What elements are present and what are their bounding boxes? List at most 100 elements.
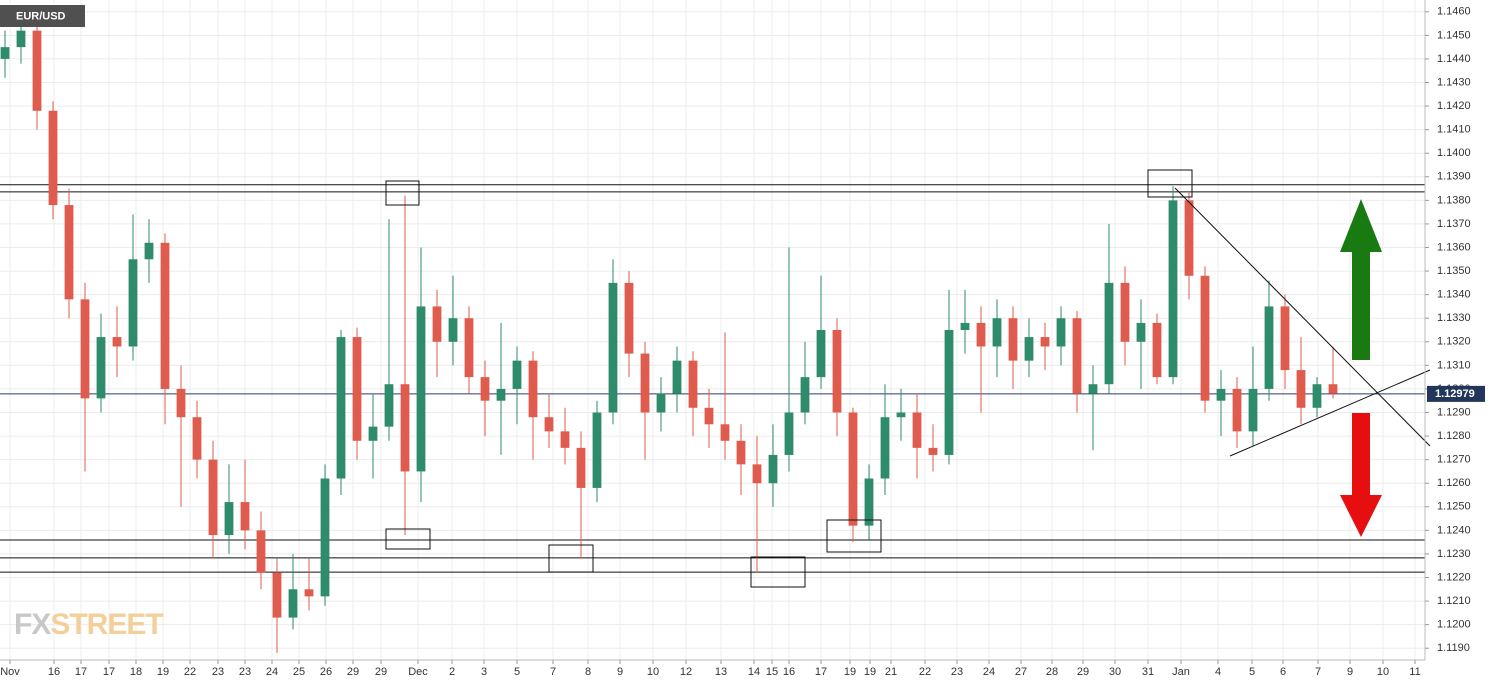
candle-body [0, 47, 10, 59]
candle-body [624, 282, 634, 354]
y-tick-label: 1.1410 [1437, 124, 1471, 136]
candle-body [816, 330, 826, 378]
y-tick-label: 1.1230 [1437, 548, 1471, 560]
candle-body [512, 360, 522, 389]
candle-body [128, 259, 138, 347]
candle-body [144, 242, 154, 260]
y-tick-label: 1.1360 [1437, 241, 1471, 253]
candle-body [32, 30, 42, 111]
candles [0, 7, 1338, 653]
candle-body [496, 388, 506, 401]
x-tick-label: 17 [815, 666, 827, 678]
y-tick-label: 1.1210 [1437, 595, 1471, 607]
x-tick-label: Dec [408, 666, 428, 678]
title-box [0, 5, 85, 27]
x-tick-label: 9 [617, 666, 623, 678]
y-tick-label: 1.1420 [1437, 100, 1471, 112]
trend-line [1174, 187, 1431, 447]
x-tick-label: 13 [715, 666, 727, 678]
candle-body [448, 318, 458, 342]
candle-body [96, 337, 106, 399]
x-tick-label: 15 [766, 666, 778, 678]
x-tick-label: 19 [844, 666, 856, 678]
axis-labels: 1.1190 1.1200 1.1210 1.1220 1.1230 1.1240 1.12… [0, 6, 1485, 678]
arrow-down-head [1340, 495, 1382, 537]
x-tick-label: 24 [983, 666, 995, 678]
arrow-up-head [1340, 199, 1382, 252]
candle-body [1312, 384, 1322, 408]
y-tick-label: 1.1440 [1437, 53, 1471, 65]
x-tick-label: 23 [239, 666, 251, 678]
y-tick-label: 1.1370 [1437, 218, 1471, 230]
x-tick-label: 16 [783, 666, 795, 678]
y-tick-label: 1.1190 [1437, 642, 1470, 654]
candle-body [1008, 318, 1018, 361]
x-tick-label: 12 [680, 666, 692, 678]
x-tick-label: Jan [1172, 666, 1190, 678]
x-tick-label: 23 [951, 666, 963, 678]
y-tick-label: 1.1330 [1437, 312, 1471, 324]
x-tick-label: 22 [919, 666, 931, 678]
candle-body [800, 377, 810, 413]
candle-body [1216, 388, 1226, 401]
candle-body [992, 318, 1002, 347]
candle-body [400, 384, 410, 472]
candle-body [336, 337, 346, 479]
logo: FXSTREET [14, 608, 163, 641]
candle-body [16, 30, 26, 48]
y-tick-label: 1.1270 [1437, 454, 1471, 466]
candle-body [640, 353, 650, 413]
candle-body [752, 464, 762, 484]
x-tick-label: 5 [1249, 666, 1255, 678]
x-tick-label: 14 [748, 666, 760, 678]
candle-body [464, 318, 474, 378]
x-tick-label: 2 [449, 666, 455, 678]
x-tick-label: 22 [184, 666, 196, 678]
candle-body [864, 478, 874, 526]
y-tick-label: 1.1280 [1437, 430, 1471, 442]
candle-body [320, 478, 330, 597]
candle-body [1280, 306, 1290, 371]
y-tick-label: 1.1260 [1437, 477, 1471, 489]
x-tick-label: 24 [266, 666, 278, 678]
candle-body [528, 360, 538, 418]
candle-body [608, 282, 618, 413]
candle-body [432, 306, 442, 342]
candle-body [384, 384, 394, 427]
candle-body [560, 431, 570, 448]
y-tick-label: 1.1380 [1437, 194, 1471, 206]
y-tick-label: 1.1290 [1437, 406, 1471, 418]
x-tick-label: 26 [320, 666, 332, 678]
candle-body [208, 459, 218, 536]
candle-body [240, 502, 250, 531]
candle-body [192, 417, 202, 460]
candle-body [1248, 388, 1258, 432]
y-tick-label: 1.1400 [1437, 147, 1471, 159]
candle-body [592, 412, 602, 488]
candle-body [256, 530, 266, 573]
arrows [1340, 199, 1382, 537]
candle-body [352, 337, 362, 441]
x-tick-label: 8 [585, 666, 591, 678]
candle-body [896, 412, 906, 418]
candle-body [48, 110, 58, 206]
logo-street: STREET [50, 608, 163, 641]
candle-body [1056, 318, 1066, 347]
y-tick-label: 1.1200 [1437, 619, 1471, 631]
x-tick-label: 29 [347, 666, 359, 678]
candle-body [1232, 388, 1242, 432]
candle-body [1184, 200, 1194, 276]
candle-body [480, 377, 490, 401]
candle-body [1152, 322, 1162, 378]
x-tick-label: 25 [293, 666, 305, 678]
candle-body [1200, 275, 1210, 401]
x-tick-label: 4 [1215, 666, 1221, 678]
x-tick-label: 17 [103, 666, 115, 678]
x-tick-label: 7 [550, 666, 556, 678]
candle-body [688, 360, 698, 408]
candle-body [1104, 282, 1114, 385]
candle-body [304, 589, 314, 597]
x-tick-label: 31 [1142, 666, 1154, 678]
candle-body [736, 440, 746, 465]
